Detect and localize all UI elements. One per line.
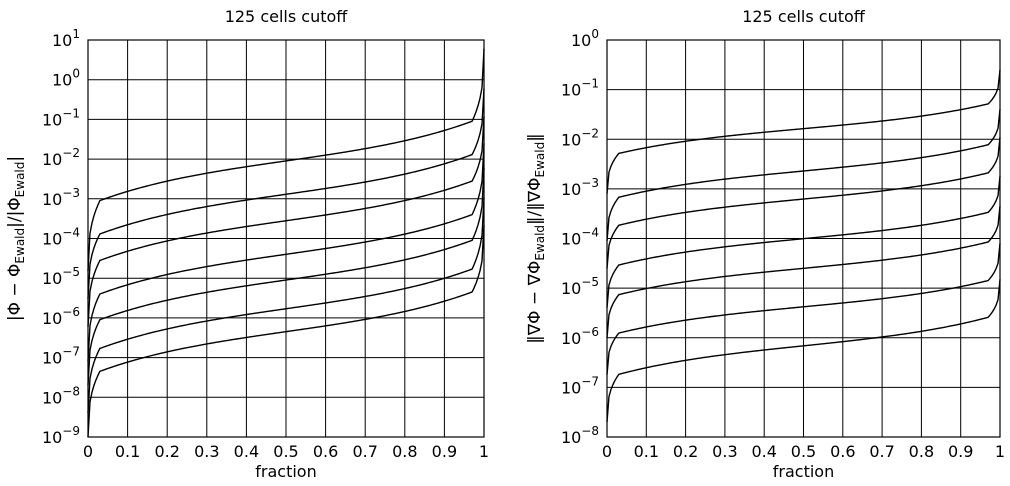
x-tick-label: 0.2 <box>673 442 698 461</box>
x-tick-label: 0.3 <box>194 442 219 461</box>
series-line-4 <box>606 176 1001 308</box>
x-tick-label: 0.4 <box>751 442 776 461</box>
y-tick-label: 10−1 <box>42 106 80 129</box>
y-tick-label: 10−7 <box>42 345 80 368</box>
y-tick-label: 10−2 <box>561 126 599 149</box>
y-tick-label: 10−3 <box>561 176 599 199</box>
y-tick-label: 10−5 <box>42 265 80 288</box>
series-line-4 <box>87 143 485 362</box>
y-tick-label: 10−4 <box>42 226 80 249</box>
y-axis-label: |Φ − ΦEwald|/|ΦEwald| <box>5 156 27 321</box>
series-line-3 <box>606 137 1001 269</box>
x-tick-label: 1 <box>995 442 1005 461</box>
x-tick-label: 0.8 <box>909 442 934 461</box>
x-tick-label: 0.5 <box>791 442 816 461</box>
x-axis-label: fraction <box>773 462 834 481</box>
y-tick-label: 10−5 <box>561 275 599 298</box>
x-tick-label: 1 <box>479 442 489 461</box>
right-chart-gradient-error: 125 cells cutoff 0 0.1 0.2 0.3 0.4 0.5 0.6 0.7 0.… <box>525 7 1005 481</box>
y-axis-label: ‖∇Φ − ∇ΦEwald‖/‖∇ΦEwald‖ <box>525 133 547 343</box>
chart-title: 125 cells cutoff <box>225 7 349 26</box>
x-tick-label: 0.2 <box>154 442 179 461</box>
y-tick-label: 10−6 <box>42 305 80 328</box>
series-line-5 <box>87 167 485 386</box>
y-tick-label: 101 <box>52 27 80 50</box>
x-tick-label: 0 <box>83 442 93 461</box>
y-tick-label: 10−4 <box>561 226 599 249</box>
y-tick-label: 10−1 <box>561 77 599 100</box>
x-tick-label: 0.9 <box>432 442 457 461</box>
y-tick-label: 10−2 <box>42 146 80 169</box>
x-tick-label: 0.9 <box>948 442 973 461</box>
series-line-3 <box>87 116 485 327</box>
left-chart-potential-error: 125 cells cutoff 0 0.1 0.2 0.3 0.4 0.5 0.6 0.7 0.… <box>5 7 489 481</box>
series-line-1 <box>606 69 1001 194</box>
x-tick-label: 0.3 <box>712 442 737 461</box>
y-tick-label: 10−7 <box>561 374 599 397</box>
series-line-6 <box>87 197 485 414</box>
x-tick-label: 0.1 <box>634 442 659 461</box>
series-line-7 <box>606 279 1001 423</box>
series-line-1 <box>87 48 485 272</box>
y-tick-label: 10−9 <box>42 424 80 447</box>
x-tick-label: 0.6 <box>830 442 855 461</box>
x-tick-label: 0.7 <box>869 442 894 461</box>
y-tick-label: 10−8 <box>561 424 599 447</box>
series-line-6 <box>606 243 1001 375</box>
series-line-2 <box>87 88 485 299</box>
series-line-7 <box>87 224 485 438</box>
y-tick-label: 10−8 <box>42 384 80 407</box>
y-tick-label: 10−3 <box>42 186 80 209</box>
series-line-2 <box>606 109 1001 241</box>
y-tick-label: 10−6 <box>561 325 599 348</box>
x-tick-label: 0.7 <box>352 442 377 461</box>
y-tick-label: 100 <box>571 27 599 50</box>
series-line-5 <box>606 206 1001 338</box>
x-tick-label: 0.4 <box>234 442 259 461</box>
y-tick-label: 100 <box>52 67 80 90</box>
plot-frame <box>87 39 485 438</box>
x-tick-label: 0.6 <box>313 442 338 461</box>
x-axis-label: fraction <box>255 462 316 481</box>
x-tick-label: 0.5 <box>273 442 298 461</box>
chart-title: 125 cells cutoff <box>742 7 866 26</box>
x-tick-label: 0.8 <box>392 442 417 461</box>
x-tick-label: 0 <box>602 442 612 461</box>
x-tick-label: 0.1 <box>115 442 140 461</box>
